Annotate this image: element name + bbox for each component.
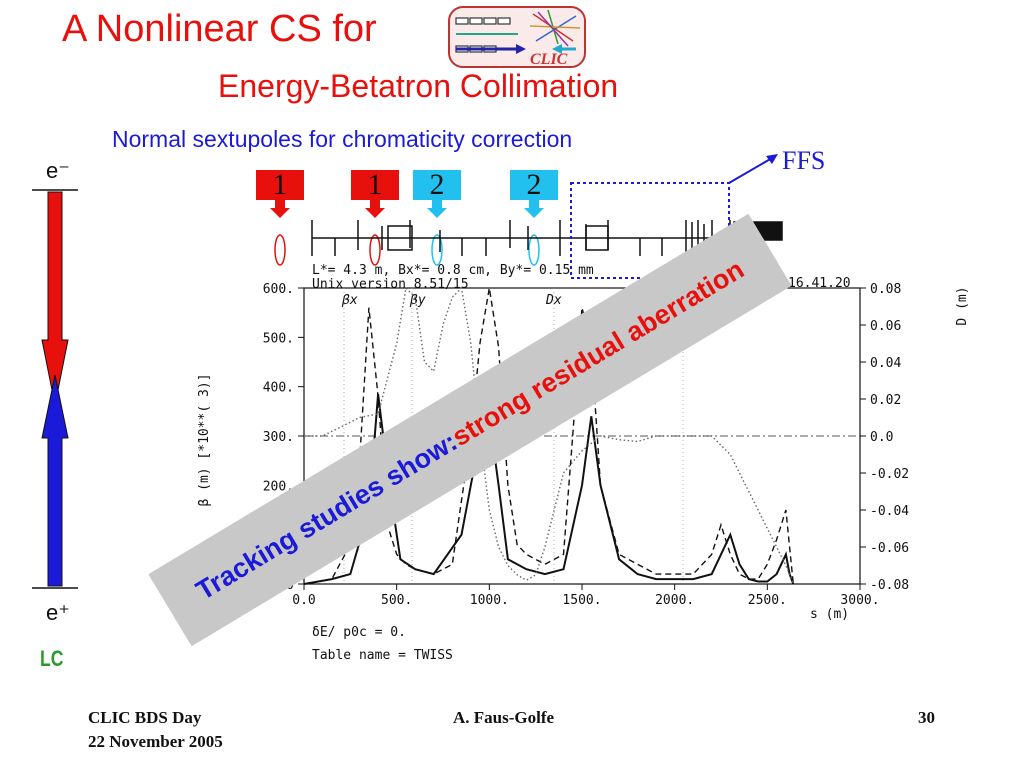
y-left-axis-label: β (m) [*10**( 3)] <box>197 373 212 506</box>
lattice-magnet <box>585 225 609 251</box>
chart-header-2: Unix version 8.51/15 <box>312 277 469 292</box>
y-right-tick-label: 0.04 <box>870 356 901 371</box>
x-tick-label: 1000. <box>470 593 509 608</box>
series-beta-y-line <box>303 287 794 585</box>
sextupole-marker-1b: 1 <box>351 168 399 201</box>
lc-label: LC <box>40 646 64 671</box>
sextupole-ellipse <box>528 234 540 266</box>
clic-logo: CLIC <box>448 6 586 68</box>
marker-label: 2 <box>526 168 542 201</box>
slide-subtitle: Energy-Betatron Collimation <box>218 68 619 104</box>
pointer-shaft <box>529 200 539 208</box>
pointer-arrowhead <box>365 208 385 218</box>
sextupole-caption: Normal sextupoles for chromaticity corre… <box>112 126 573 152</box>
e-minus-arrow <box>41 191 69 406</box>
collider-arrows-graphic <box>32 189 78 589</box>
y-right-tick-label: 0.08 <box>870 282 901 297</box>
footer-author: A. Faus-Golfe <box>453 708 555 727</box>
pointer-shaft <box>275 200 285 208</box>
y-right-axis-label: D (m) <box>955 286 970 325</box>
slide-number: 30 <box>918 708 935 727</box>
legend-label: Dx <box>545 293 562 308</box>
ffs-label: FFS <box>782 146 826 175</box>
footer-date: 22 November 2005 <box>88 732 223 751</box>
y-left-tick-label: 500. <box>263 331 294 346</box>
y-right-tick-label: 0.0 <box>870 430 893 445</box>
chart-header-right: 16.41.20 <box>788 276 851 291</box>
pointer-arrowhead <box>427 208 447 218</box>
sextupole-ellipse <box>369 234 381 266</box>
pointer-arrowhead <box>270 208 290 218</box>
lattice-magnet <box>387 225 413 251</box>
legend-label: βx <box>341 293 358 308</box>
y-left-tick-label: 300. <box>263 430 294 445</box>
legend-label: βy <box>409 293 426 308</box>
ffs-arrowhead <box>766 154 778 164</box>
x-tick-label: 3000. <box>840 593 879 608</box>
x-axis-label: s (m) <box>810 607 849 622</box>
sextupole-marker-2b: 2 <box>510 168 558 201</box>
marker-label: 1 <box>367 168 383 201</box>
chart-header-1: L*= 4.3 m, Bx*= 0.8 cm, By*= 0.15 mm <box>312 263 594 278</box>
footer-event: CLIC BDS Day <box>88 708 202 727</box>
y-right-tick-label: 0.06 <box>870 319 901 334</box>
x-tick-label: 1500. <box>562 593 601 608</box>
y-right-tick-label: -0.08 <box>870 578 909 593</box>
slide-title: A Nonlinear CS for <box>62 8 377 50</box>
electron-label: e⁻ <box>46 158 70 183</box>
marker-label: 2 <box>429 168 445 201</box>
sextupole-marker-1a: 1 <box>256 168 304 201</box>
x-tick-label: 2500. <box>748 593 787 608</box>
sextupole-marker-2a: 2 <box>413 168 461 201</box>
sextupole-ellipse <box>431 234 443 266</box>
e-plus-arrow <box>41 374 69 587</box>
pointer-arrowhead <box>524 208 544 218</box>
logo-text: CLIC <box>530 51 568 68</box>
positron-label: e⁺ <box>46 600 70 625</box>
y-right-tick-label: -0.04 <box>870 504 909 519</box>
sextupole-ellipse <box>274 234 286 266</box>
footnote-energy: δE/ p0c = 0. <box>312 625 406 640</box>
footnote-table: Table name = TWISS <box>312 648 453 663</box>
pointer-shaft <box>432 200 442 208</box>
pointer-shaft <box>370 200 380 208</box>
x-tick-label: 2000. <box>655 593 694 608</box>
y-right-tick-label: -0.06 <box>870 541 909 556</box>
series-dispersion-x-line <box>304 286 794 585</box>
x-tick-label: 0.0 <box>292 593 315 608</box>
y-right-tick-label: -0.02 <box>870 467 909 482</box>
marker-label: 1 <box>272 168 288 201</box>
x-tick-label: 500. <box>381 593 412 608</box>
y-right-tick-label: 0.02 <box>870 393 901 408</box>
y-left-tick-label: 600. <box>263 282 294 297</box>
y-left-tick-label: 400. <box>263 381 294 396</box>
ffs-pointer <box>728 157 773 184</box>
